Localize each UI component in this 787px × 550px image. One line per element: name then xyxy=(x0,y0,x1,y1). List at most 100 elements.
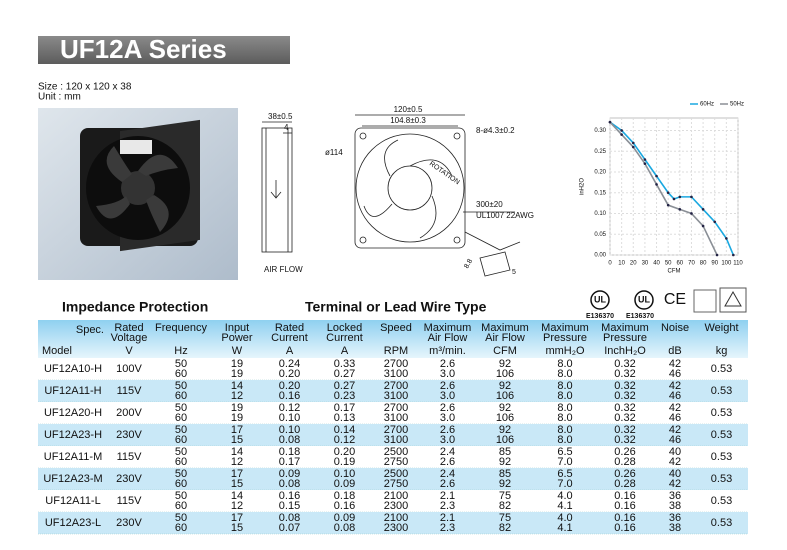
point xyxy=(672,197,676,201)
cell: 2100 xyxy=(384,512,408,524)
point xyxy=(620,133,623,136)
cell: 85 xyxy=(499,468,511,480)
cell: 3100 xyxy=(384,434,408,446)
cell: 115V xyxy=(117,495,143,507)
cell: 42 xyxy=(669,424,681,436)
cell: 19 xyxy=(231,358,243,370)
cell: 42 xyxy=(669,380,681,392)
column-header: Maximum xyxy=(541,322,589,334)
cell: 2750 xyxy=(384,478,408,490)
column-unit: CFM xyxy=(493,345,517,357)
cell: 0.17 xyxy=(334,402,355,414)
cell: 2.6 xyxy=(440,456,455,468)
cert-number: E136370 xyxy=(586,313,614,320)
cell: 200V xyxy=(116,407,142,419)
cell: 0.08 xyxy=(279,434,300,446)
column-unit: W xyxy=(232,345,243,357)
table-row xyxy=(38,424,748,446)
point xyxy=(631,141,635,145)
point xyxy=(678,208,682,211)
table-row xyxy=(38,358,748,380)
cell: 8.0 xyxy=(557,412,572,424)
cell: 42 xyxy=(669,478,681,490)
cell: 0.26 xyxy=(614,446,635,458)
cell: 0.53 xyxy=(711,429,732,441)
column-unit: A xyxy=(341,345,349,357)
point xyxy=(631,145,635,149)
table-header-bg xyxy=(38,320,748,358)
x-tick-label: 60 xyxy=(676,261,683,267)
cell: 60 xyxy=(175,390,187,402)
cell: 2700 xyxy=(384,358,408,370)
column-unit: RPM xyxy=(384,345,408,357)
cell: UF12A23-L xyxy=(45,517,101,529)
perf-chart: 0.00 0.05 0.10 0.15 0.20 0.25 0.30 0 10 20 30 40 50 6… xyxy=(580,102,744,275)
point xyxy=(678,195,682,199)
point xyxy=(690,212,693,215)
cell: 4.1 xyxy=(557,500,572,512)
column-header: Maximum xyxy=(601,322,649,334)
cell: 0.20 xyxy=(334,446,355,458)
cell: 2300 xyxy=(384,522,408,534)
cell: 0.27 xyxy=(334,368,355,380)
cell: 46 xyxy=(669,434,681,446)
cell: 0.53 xyxy=(711,473,732,485)
cell: 0.16 xyxy=(614,490,635,502)
cell: 14 xyxy=(231,490,243,502)
point xyxy=(620,129,623,132)
x-tick-label: 50 xyxy=(665,261,672,267)
cell: 50 xyxy=(175,490,187,502)
cell: 8.0 xyxy=(557,368,572,380)
cell: 0.20 xyxy=(279,368,300,380)
cell: 0.09 xyxy=(279,468,300,480)
table-row xyxy=(38,490,748,512)
cell: 60 xyxy=(175,522,187,534)
point xyxy=(732,253,735,257)
cell: 0.24 xyxy=(279,358,300,370)
cell: 8.0 xyxy=(557,380,572,392)
cell: 17 xyxy=(231,424,243,436)
cell: UF12A11-H xyxy=(44,385,101,397)
legend-label: 60Hz xyxy=(700,102,714,108)
cell: 38 xyxy=(669,522,681,534)
cell: 17 xyxy=(231,468,243,480)
cell: 6.5 xyxy=(557,446,572,458)
dim-label: 300±20 xyxy=(476,200,503,209)
cell: 2500 xyxy=(384,468,408,480)
point xyxy=(643,162,647,165)
cell: 0.18 xyxy=(279,446,300,458)
cell: 2.6 xyxy=(440,402,455,414)
cell: 0.32 xyxy=(614,434,635,446)
column-header: Noise xyxy=(661,322,689,334)
cell: 2.4 xyxy=(440,468,455,480)
cell: 36 xyxy=(669,512,681,524)
cell: 0.32 xyxy=(614,402,635,414)
cell: 4.1 xyxy=(557,522,572,534)
dim-label: ø114 xyxy=(325,148,343,157)
cell: 2.6 xyxy=(440,424,455,436)
table-row xyxy=(38,402,748,424)
x-tick-label: 10 xyxy=(618,261,625,267)
x-tick-label: 110 xyxy=(733,261,743,267)
cell: 0.53 xyxy=(711,517,732,529)
cell: 0.27 xyxy=(334,380,355,392)
cell: 92 xyxy=(499,358,511,370)
cell: 46 xyxy=(669,412,681,424)
x-tick-label: 40 xyxy=(653,261,660,267)
cell: 2.3 xyxy=(440,500,455,512)
cell: 42 xyxy=(669,358,681,370)
cell: 2.6 xyxy=(440,478,455,490)
dim-label: 8.8 xyxy=(463,258,474,270)
cell: 3.0 xyxy=(440,434,455,446)
column-header: Pressure xyxy=(603,332,647,344)
cell: 60 xyxy=(175,500,187,512)
cell: 0.32 xyxy=(614,390,635,402)
y-tick-label: 0.20 xyxy=(594,170,606,176)
column-unit: Model xyxy=(42,345,72,357)
section-title: Terminal or Lead Wire Type xyxy=(305,299,487,315)
cell: 92 xyxy=(499,456,511,468)
column-header: Locked xyxy=(327,322,362,334)
cell: UF12A11-L xyxy=(45,495,100,507)
section-title: Impedance Protection xyxy=(62,299,208,315)
cell: 0.16 xyxy=(614,512,635,524)
